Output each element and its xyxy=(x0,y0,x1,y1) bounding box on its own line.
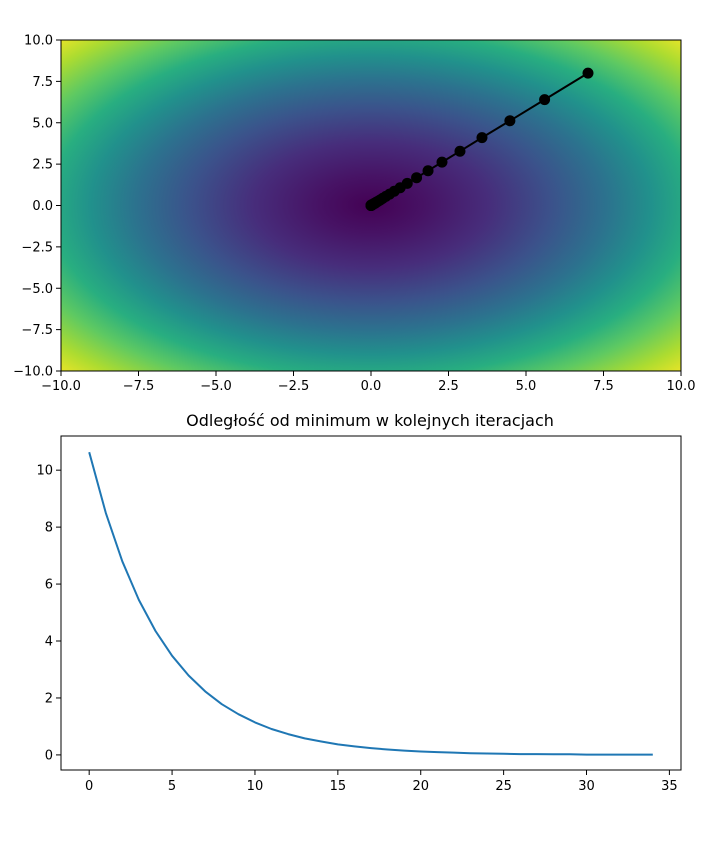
x-tick-label: 7.5 xyxy=(593,379,614,394)
y-tick-label: 0 xyxy=(45,748,53,763)
y-tick-label: 10.0 xyxy=(24,34,53,49)
descent-path-point xyxy=(454,145,466,157)
x-tick-label: 5 xyxy=(168,779,176,794)
descent-path-point xyxy=(504,115,516,127)
x-tick-label: −7.5 xyxy=(123,379,155,394)
descent-path-point xyxy=(422,165,434,177)
y-tick-label: −7.5 xyxy=(21,323,53,338)
y-tick-label: 5.0 xyxy=(32,116,53,131)
descent-path-point xyxy=(411,172,423,184)
descent-path-point xyxy=(476,132,488,144)
x-tick-label: −10.0 xyxy=(41,379,81,394)
line-x-axis: 0 5 10 15 20 25 30 35 xyxy=(85,770,678,794)
y-tick-label: 10 xyxy=(36,464,53,479)
x-tick-label: −2.5 xyxy=(278,379,310,394)
x-tick-label: 0 xyxy=(85,779,93,794)
heatmap-chart: −10.0 −7.5 −5.0 −2.5 0.0 2.5 5.0 7.5 10.0 10.0 7.… xyxy=(13,34,695,395)
y-tick-label: 2.5 xyxy=(32,158,53,173)
heatmap-x-axis: −10.0 −7.5 −5.0 −2.5 0.0 2.5 5.0 7.5 10.0 xyxy=(41,371,695,394)
heatmap-y-axis: 10.0 7.5 5.0 2.5 0.0 −2.5 −5.0 −7.5 −10.0 xyxy=(13,34,61,380)
descent-path-point xyxy=(539,94,551,106)
x-tick-label: 5.0 xyxy=(516,379,537,394)
x-tick-label: −5.0 xyxy=(200,379,232,394)
x-tick-label: 15 xyxy=(330,779,347,794)
distance-series xyxy=(88,451,653,756)
y-tick-label: −5.0 xyxy=(21,282,53,297)
y-tick-label: 6 xyxy=(45,578,53,593)
y-tick-label: −2.5 xyxy=(21,240,53,255)
line-chart-frame xyxy=(60,435,682,771)
y-tick-label: 8 xyxy=(45,521,53,536)
distance-line-chart: Odległość od minimum w kolejnych iteracj… xyxy=(36,411,682,794)
descent-path-point xyxy=(365,200,377,211)
line-chart-title: Odległość od minimum w kolejnych iteracj… xyxy=(186,411,554,430)
x-tick-label: 35 xyxy=(661,779,678,794)
x-tick-label: 20 xyxy=(412,779,429,794)
y-tick-label: 2 xyxy=(45,691,53,706)
descent-path-point xyxy=(582,67,594,79)
x-tick-label: 30 xyxy=(578,779,595,794)
descent-path xyxy=(365,67,594,211)
y-tick-label: 4 xyxy=(45,635,53,650)
descent-path-point xyxy=(436,156,448,168)
distance-line xyxy=(88,451,653,756)
y-tick-label: 0.0 xyxy=(32,199,53,214)
x-tick-label: 10 xyxy=(247,779,264,794)
line-y-axis: 0 2 4 6 8 10 xyxy=(36,464,61,763)
x-tick-label: 10.0 xyxy=(667,379,696,394)
x-tick-label: 25 xyxy=(495,779,512,794)
y-tick-label: 7.5 xyxy=(32,75,53,90)
x-tick-label: 0.0 xyxy=(361,379,382,394)
x-tick-label: 2.5 xyxy=(438,379,459,394)
y-tick-label: −10.0 xyxy=(13,365,53,380)
